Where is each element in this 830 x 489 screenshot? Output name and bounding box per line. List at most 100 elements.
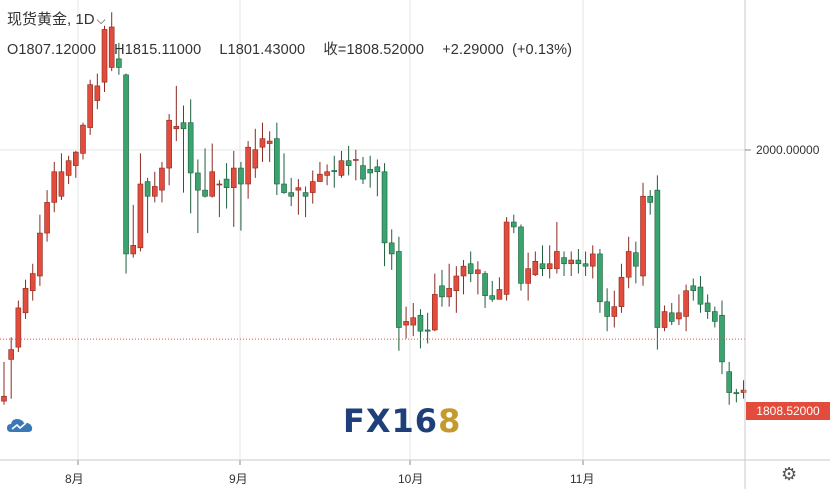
candle-body-down <box>697 286 704 305</box>
candle <box>37 214 43 286</box>
candle <box>302 186 309 218</box>
candle <box>288 177 295 207</box>
candle <box>80 122 86 160</box>
candle-body-up <box>676 312 682 320</box>
candle <box>431 273 438 332</box>
candle-body-down <box>561 257 567 265</box>
candle <box>209 143 216 198</box>
candle <box>130 204 137 258</box>
candle-body-up <box>568 259 575 265</box>
candle <box>51 161 58 213</box>
candle <box>554 222 560 274</box>
candle <box>640 182 646 286</box>
candle-body-up <box>159 167 165 191</box>
candle <box>123 73 129 274</box>
candle-body-down <box>396 251 402 328</box>
cloud-logo-icon[interactable] <box>6 414 34 436</box>
candle-body-up <box>532 260 539 276</box>
candle-body-down <box>726 371 732 393</box>
candle <box>166 114 172 186</box>
candle <box>719 300 725 375</box>
candle <box>8 337 14 399</box>
symbol-header[interactable]: 现货黄金, 1D ⌵ <box>7 8 106 29</box>
candle-body-up <box>151 186 158 197</box>
candle <box>654 175 661 350</box>
candle-body-up <box>525 268 531 284</box>
chevron-down-icon[interactable]: ⌵ <box>96 13 106 27</box>
candle <box>697 276 704 313</box>
candle <box>618 263 625 313</box>
candle-body-up <box>453 275 460 292</box>
candle <box>676 294 682 326</box>
candle <box>101 25 108 92</box>
candle <box>367 155 373 188</box>
candle <box>503 217 510 301</box>
candle <box>582 251 589 276</box>
candle-body-down <box>604 301 610 317</box>
candle-body-up <box>58 171 65 197</box>
candle-body-down <box>668 312 675 322</box>
candle <box>360 157 366 184</box>
gear-icon[interactable]: ⚙ <box>781 464 798 484</box>
time-axis-label-sep: 9月 <box>229 472 248 486</box>
candle <box>15 300 22 353</box>
candle-body-down <box>223 178 230 188</box>
candle-body-down <box>381 171 388 244</box>
candle <box>65 155 72 184</box>
candle <box>94 73 101 110</box>
candle <box>281 153 287 194</box>
candle-body-up <box>101 29 108 83</box>
candle <box>525 252 531 301</box>
candle <box>704 294 711 319</box>
candle <box>726 361 732 405</box>
candle <box>151 171 158 203</box>
candle-body-up <box>22 287 29 314</box>
candle-body-up <box>87 84 93 128</box>
candle <box>331 155 338 188</box>
candle-body-down <box>345 160 352 166</box>
candle <box>187 99 194 214</box>
candle-body-down <box>633 252 639 267</box>
candle <box>22 279 29 319</box>
candle-body-up <box>44 202 50 234</box>
candle-body-down <box>281 183 287 193</box>
ohlc-legend: O1807.12000 H1815.11000 L1801.43000 收=18… <box>7 38 586 59</box>
candle-body-up <box>546 263 553 269</box>
candle-body-up <box>37 232 43 277</box>
candle <box>87 79 93 135</box>
candle-body-up <box>640 195 646 277</box>
candle <box>1 361 7 405</box>
candle <box>661 305 668 332</box>
time-axis-label-oct: 10月 <box>398 472 424 486</box>
candle <box>611 290 618 328</box>
candle-body-up <box>94 85 101 101</box>
candle <box>496 277 503 300</box>
candle-body-down <box>360 165 366 180</box>
candle-body-up <box>166 119 172 169</box>
candle <box>216 180 223 218</box>
candle-body-up <box>338 160 345 176</box>
candle-body-down <box>582 263 589 267</box>
candle <box>518 224 524 291</box>
candle-body-down <box>719 314 725 363</box>
candle <box>29 263 36 301</box>
candle <box>510 214 517 234</box>
interval-label[interactable]: 1D <box>75 11 95 28</box>
candle <box>252 128 259 178</box>
candle-body-up <box>130 245 137 255</box>
candle-body-up <box>266 140 273 144</box>
candle-body-up <box>460 265 467 277</box>
candle-body-down <box>388 242 395 255</box>
candle <box>137 153 144 252</box>
candle <box>417 309 424 349</box>
candle-body-down <box>647 195 654 203</box>
candle <box>410 302 417 337</box>
change-percent: (+0.13%) <box>512 42 573 58</box>
candle <box>460 260 467 295</box>
candle-body-up <box>15 307 22 348</box>
candle-body-down <box>180 122 187 130</box>
candle-body-up <box>173 126 180 130</box>
candle-body-down <box>144 181 151 197</box>
candle <box>144 177 151 234</box>
